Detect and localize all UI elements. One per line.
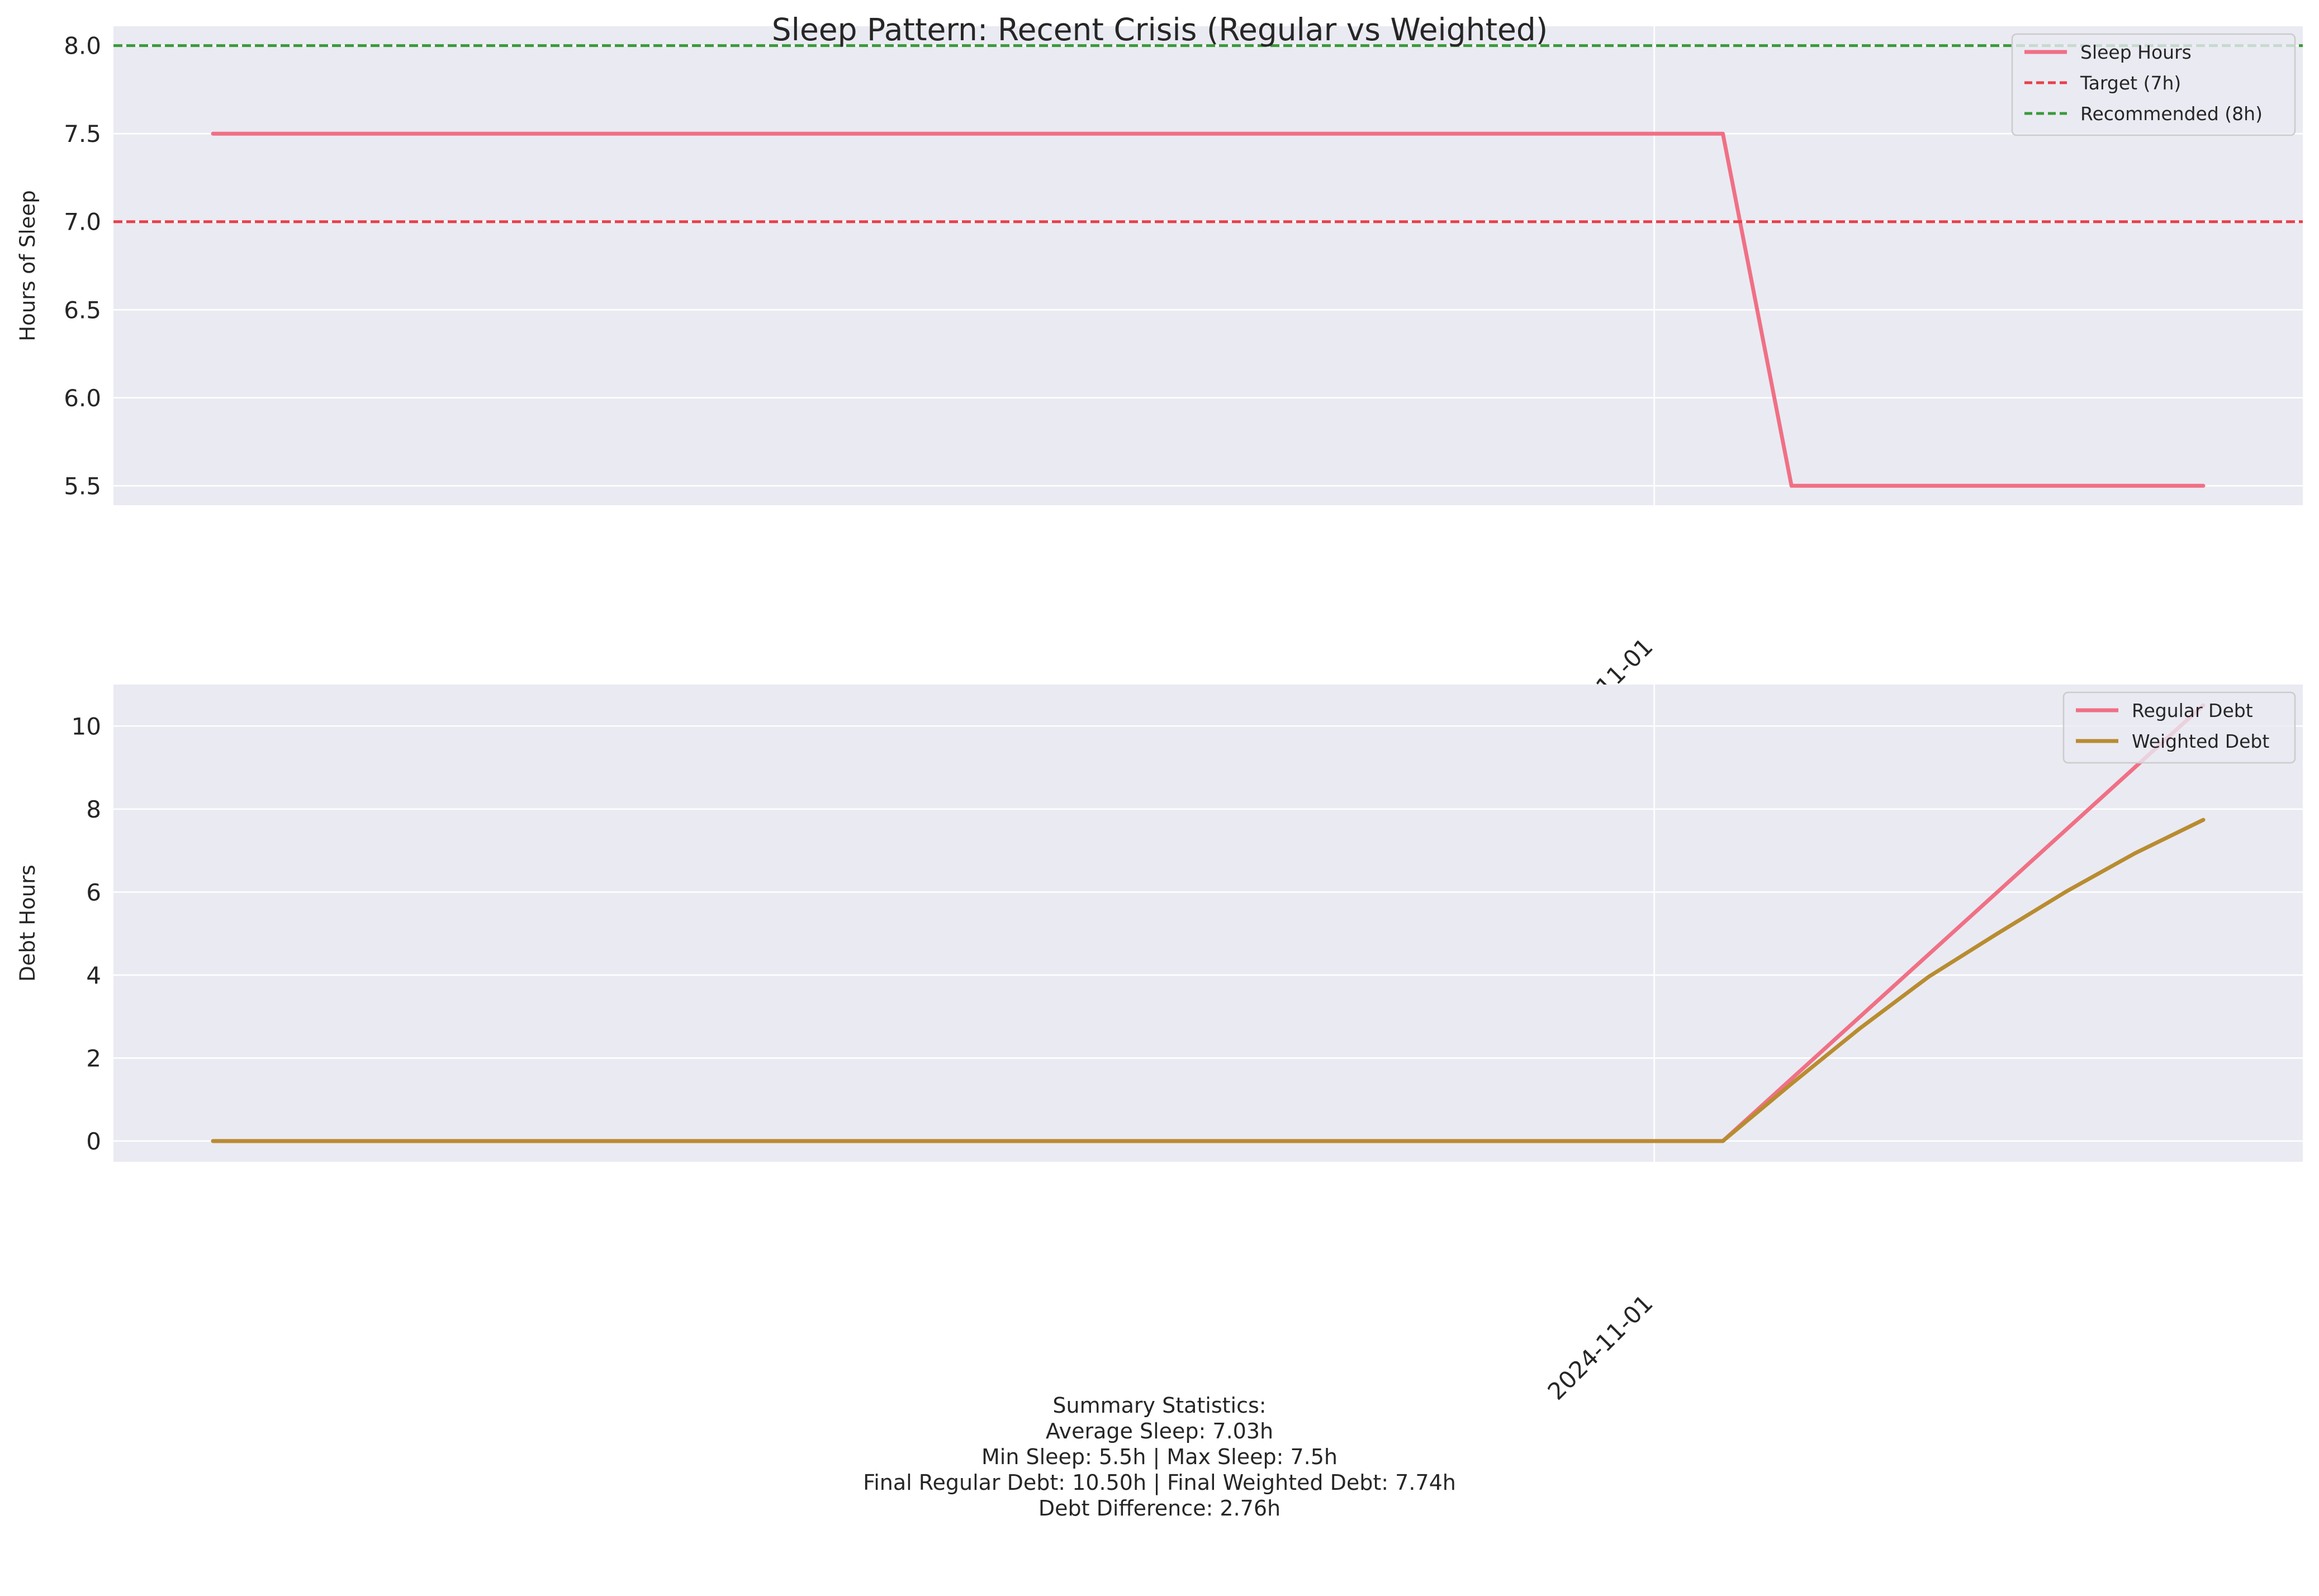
y-tick-label: 2	[86, 1044, 101, 1072]
y-axis-label: Hours of Sleep	[16, 190, 40, 341]
legend-box	[2011, 33, 2296, 136]
y-axis-label: Debt Hours	[16, 864, 40, 981]
chart-title: Sleep Pattern: Recent Crisis (Regular vs…	[772, 12, 1548, 48]
legend-label: Recommended (8h)	[2080, 103, 2263, 125]
y-tick-label: 6	[86, 878, 101, 906]
legend: Regular Debt Weighted Debt	[2062, 691, 2296, 764]
y-tick-label: 0	[86, 1128, 101, 1155]
summary-line-debt-difference: Debt Difference: 2.76h	[1038, 1496, 1281, 1521]
series-line-sleep-hours	[211, 131, 2206, 488]
y-tick-label: 8	[86, 796, 101, 823]
summary-line-average: Average Sleep: 7.03h	[1045, 1419, 1274, 1443]
legend-box	[2062, 691, 2296, 764]
y-tick-label: 4	[86, 962, 101, 989]
legend-label: Regular Debt	[2132, 700, 2253, 721]
series-line-weighted-debt	[211, 818, 2206, 1143]
summary-title: Summary Statistics:	[1052, 1393, 1267, 1418]
legend: Sleep Hours Target (7h) Recommended (8h)	[2011, 33, 2296, 136]
x-tick-label: 2024-11-01	[1542, 1289, 1658, 1405]
legend-label: Target (7h)	[2080, 72, 2181, 94]
plot-area	[113, 685, 2303, 1162]
legend-label: Weighted Debt	[2132, 730, 2269, 752]
summary-line-final-debt: Final Regular Debt: 10.50h | Final Weigh…	[863, 1470, 1456, 1495]
chart-panel-2: 0 2 4 6 8 10 2024-11-01 Debt Hours Regular Debt W…	[16, 685, 2303, 1405]
summary-statistics: Summary Statistics: Average Sleep: 7.03h…	[0, 1393, 2319, 1521]
summary-line-min-max: Min Sleep: 5.5h | Max Sleep: 7.5h	[981, 1445, 1338, 1469]
y-tick-label: 6.0	[64, 384, 101, 412]
y-tick-label: 8.0	[64, 32, 101, 60]
y-tick-label: 6.5	[64, 296, 101, 324]
legend-label: Sleep Hours	[2080, 41, 2192, 63]
y-tick-label: 7.0	[64, 208, 101, 236]
plot-area	[113, 26, 2303, 505]
y-tick-label: 5.5	[64, 472, 101, 500]
y-tick-label: 10	[72, 712, 101, 740]
y-tick-label: 7.5	[64, 120, 101, 148]
